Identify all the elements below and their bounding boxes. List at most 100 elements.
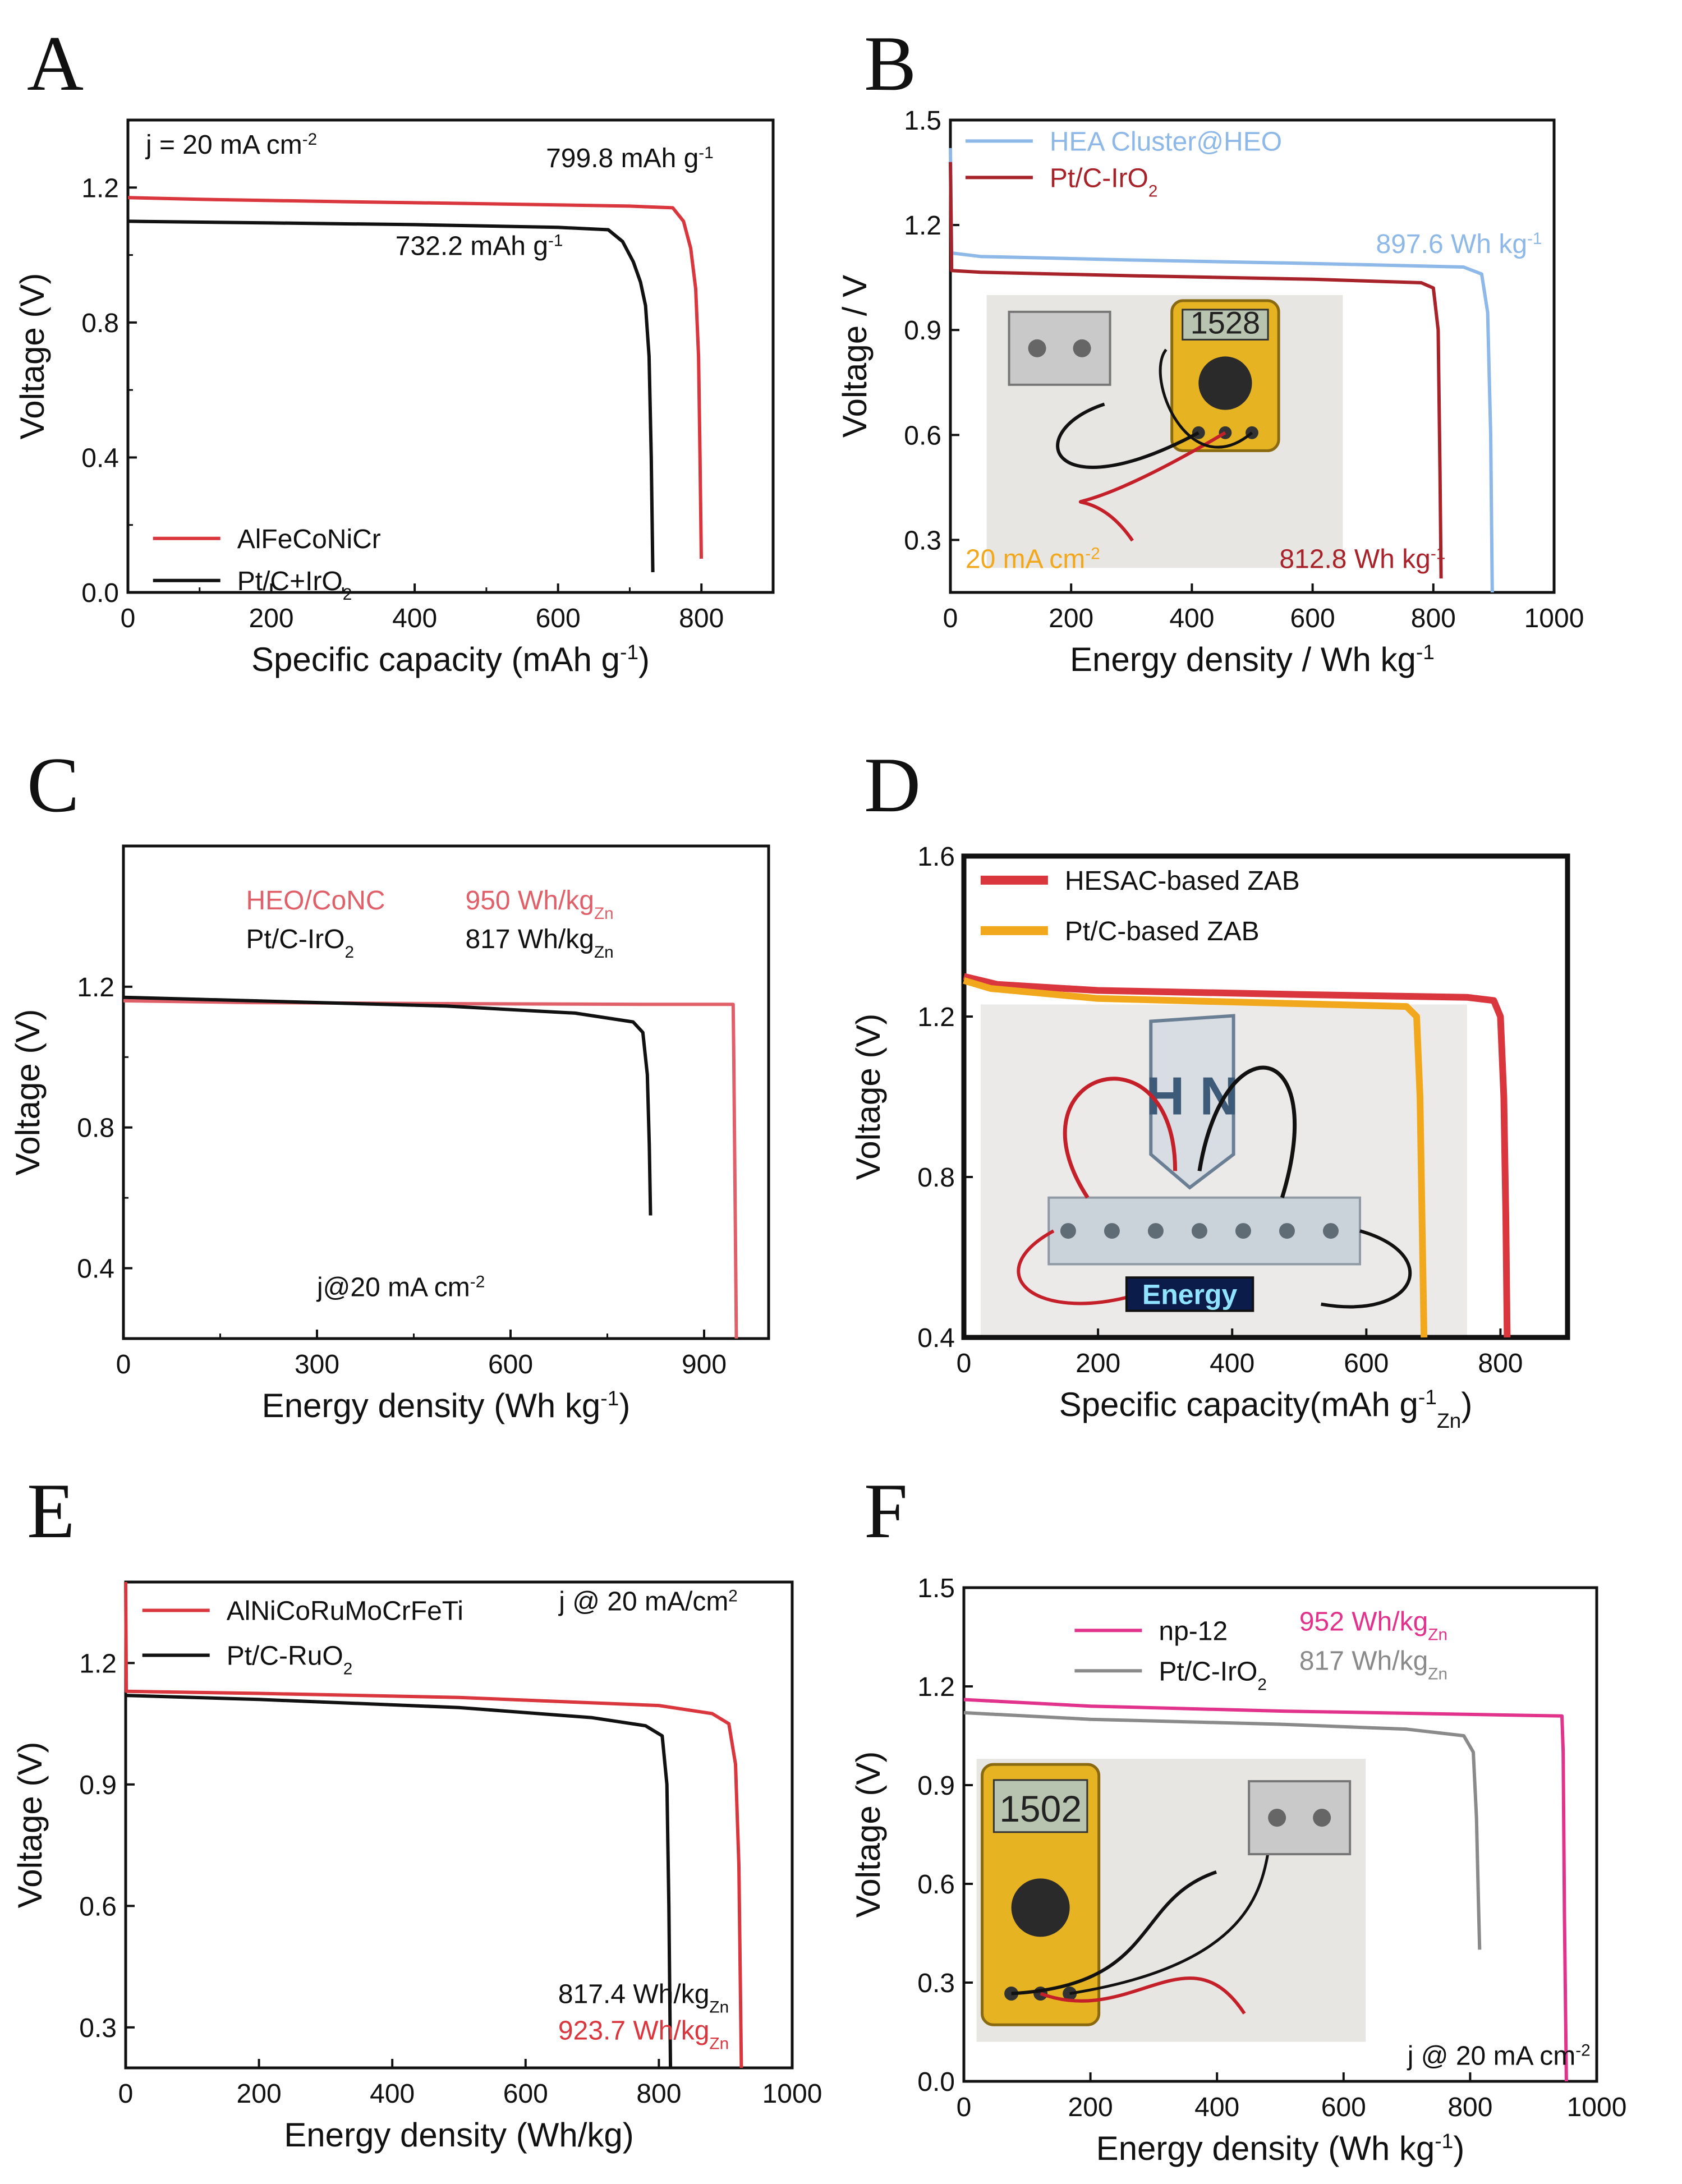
screw-icon (1028, 339, 1046, 357)
annotation-e2-part: -1 (1431, 544, 1445, 563)
series-line-pt-c-iro2 (123, 995, 652, 1216)
x-tick-label: 0 (118, 2079, 134, 2109)
multimeter-reading: 1502 (999, 1788, 1082, 1829)
battery-cell-icon (1008, 310, 1111, 386)
black-wire-icon (1056, 402, 1200, 469)
legend-label: AlNiCoRuMoCrFeTi (227, 1597, 463, 1626)
x-tick-label: 600 (488, 1350, 533, 1380)
y-tick-label: 0.3 (917, 1969, 955, 1998)
x-axis-label-part: -1 (620, 640, 638, 664)
x-axis-label-part: ) (638, 641, 650, 678)
annotation-j: j@20 mA cm-2 (316, 1272, 485, 1303)
y-tick-label: 1.2 (77, 973, 114, 1003)
annotation-v1: 923.7 Wh/kgZn (558, 2016, 729, 2053)
legend-label-part: Pt/C+IrO (237, 567, 343, 596)
y-axis-label-part: Voltage (V) (9, 1009, 47, 1176)
led-display-icon (1125, 1276, 1254, 1312)
x-axis-label-part: Specific capacity (mAh g (251, 641, 620, 678)
panel-letter: F (864, 1468, 908, 1555)
y-axis-label: Voltage (V) (9, 1009, 47, 1176)
x-tick-label: 900 (682, 1350, 727, 1380)
y-tick-label: 1.2 (81, 173, 119, 203)
annotation-cap2-part: -1 (548, 231, 563, 250)
annotation-v2: 817 Wh/kgZn (1299, 1647, 1447, 1684)
screw-icon (1279, 1223, 1295, 1239)
x-tick-label: 300 (295, 1350, 339, 1380)
annotation-v1: 952 Wh/kgZn (1299, 1607, 1447, 1644)
y-axis-label: Voltage / V (836, 275, 874, 438)
y-tick-label: 1.2 (79, 1649, 117, 1679)
black-wire-icon (1321, 1229, 1412, 1309)
annotation-j-part: -2 (1085, 544, 1100, 563)
legend-label-part: 2 (343, 1659, 353, 1678)
y-tick-label: 0.6 (904, 421, 941, 450)
panel-letter: E (27, 1468, 75, 1555)
x-tick-label: 0 (121, 604, 136, 633)
inset-photo-F: 1502 (976, 1759, 1366, 2042)
legend-label: HEA Cluster@HEO (1050, 127, 1282, 157)
annotation-v1-part: 952 Wh/kg (1299, 1607, 1428, 1636)
x-tick-label: 200 (1049, 604, 1093, 633)
screw-icon (1147, 1223, 1164, 1239)
x-tick-label: 400 (1194, 2093, 1239, 2122)
annotation-v2-part: 817 Wh/kg (1299, 1647, 1428, 1676)
annotation-l2: Pt/C-IrO2 (246, 925, 355, 962)
x-axis-label: Energy density (Wh/kg) (284, 2116, 634, 2154)
x-tick-label: 0 (957, 2093, 972, 2122)
x-tick-label: 800 (1478, 1349, 1523, 1378)
x-axis-label: Energy density / Wh kg-1 (1070, 640, 1435, 678)
y-tick-label: 1.6 (917, 842, 955, 872)
x-tick-label: 0 (943, 604, 958, 633)
annotation-j-part: -2 (470, 1272, 485, 1291)
legend-label: HESAC-based ZAB (1065, 866, 1300, 896)
led-display-text: Energy (1142, 1279, 1238, 1311)
annotation-j-part: 20 mA cm (966, 544, 1085, 574)
legend-label-part: Pt/C-RuO (227, 1642, 343, 1671)
x-axis-label-part: -1 (1435, 2129, 1453, 2153)
legend-label-part: Pt/C-IrO (1050, 163, 1148, 193)
screw-icon (1191, 1223, 1207, 1239)
x-tick-label: 600 (1344, 1349, 1389, 1378)
series-line-alnicorumocrfeti (124, 1581, 743, 2068)
y-tick-label: 0.8 (917, 1163, 955, 1193)
screw-icon (1235, 1223, 1251, 1239)
annotation-j-part: j = 20 mA cm (145, 130, 302, 160)
x-axis-label-part: -1 (600, 1386, 619, 1410)
y-axis-label-part: Voltage (V) (849, 1014, 887, 1180)
y-tick-label: 0.4 (77, 1254, 114, 1284)
axes-frame (961, 853, 1570, 1340)
multimeter-screen (992, 1779, 1088, 1833)
panel-A: A 0 200 400 600 800 0.0 0.4 0.8 1.2 Specific capac… (13, 20, 775, 678)
annotation-cap1: 799.8 mAh g-1 (546, 144, 714, 174)
x-axis-label-part: Specific capacity(mAh g (1059, 1386, 1418, 1423)
series-line-pt-c-iro2 (949, 162, 1443, 579)
x-axis-label-part: -1 (1416, 640, 1435, 664)
x-tick-label: 0 (957, 1349, 972, 1378)
annotation-j: j @ 20 mA/cm2 (558, 1587, 738, 1617)
x-tick-label: 1000 (1524, 604, 1584, 633)
screw-icon (1104, 1223, 1120, 1239)
annotation-v1-part: 950 Wh/kg (466, 886, 594, 916)
annotation-v2-part: Zn (594, 942, 614, 961)
x-tick-label: 400 (370, 2079, 415, 2109)
annotation-l2-part: 2 (345, 942, 355, 961)
series-line-pt-c-based-zab (963, 977, 1428, 1338)
y-tick-label: 1.2 (904, 211, 941, 241)
axes-frame (949, 118, 1556, 594)
y-tick-label: 0.3 (79, 2013, 117, 2043)
annotation-v1: 950 Wh/kgZn (466, 886, 614, 923)
x-axis-label-part: Energy density (Wh/kg) (284, 2116, 634, 2154)
y-tick-label: 1.2 (917, 1672, 955, 1702)
panel-B: B 1528 0 200 400 600 800 1000 0.3 0.6 0.9 1.2 1.5 Ene… (836, 20, 1584, 678)
annotation-e1-part: -1 (1527, 229, 1542, 248)
annotation-e1-part: 897.6 Wh kg (1376, 229, 1527, 259)
x-tick-label: 800 (1447, 2093, 1492, 2122)
x-tick-label: 600 (1290, 604, 1335, 633)
multimeter-dial-icon (1011, 1878, 1070, 1937)
y-axis-label-part: Voltage / V (836, 275, 874, 438)
legend-label-part: HESAC-based ZAB (1065, 866, 1300, 896)
x-axis-label: Energy density (Wh kg-1) (262, 1386, 631, 1424)
multimeter-screen (1182, 309, 1269, 341)
